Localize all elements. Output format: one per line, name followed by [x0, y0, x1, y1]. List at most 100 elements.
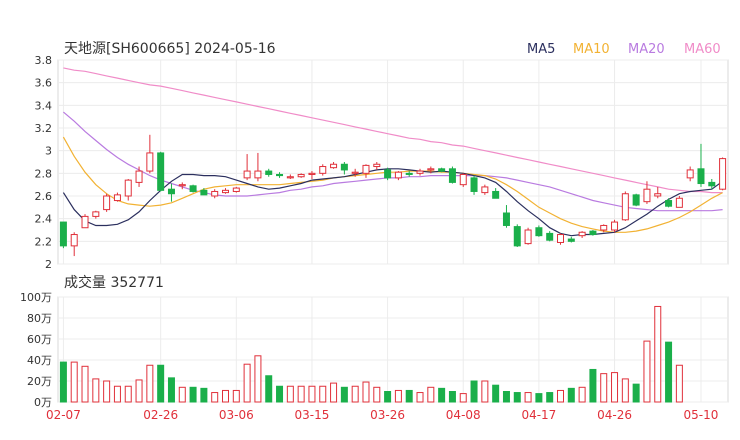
volume-bar: [427, 386, 435, 403]
candle: [157, 151, 165, 192]
candle: [470, 175, 478, 195]
candle-body: [232, 187, 240, 192]
candle: [557, 233, 564, 245]
volume-bar: [308, 385, 316, 403]
volume-tick-label: 80万: [27, 312, 52, 325]
candle-body: [578, 231, 586, 237]
candle: [492, 188, 500, 199]
volume-bar: [448, 391, 456, 403]
candle: [502, 205, 510, 228]
candle-body: [546, 232, 554, 241]
candle: [319, 164, 327, 176]
volume-bar: [103, 380, 111, 403]
candle-body: [502, 212, 510, 226]
candle-body: [254, 170, 262, 179]
candle-body: [405, 172, 413, 175]
candle-body: [189, 185, 197, 192]
candle-body: [351, 171, 359, 174]
candle: [675, 196, 683, 208]
legend-ma10: MA10: [573, 42, 610, 57]
candle-body: [157, 152, 165, 191]
candle: [686, 166, 694, 182]
candle-body: [654, 193, 662, 197]
candle: [167, 183, 175, 202]
date-tick-label: 05-10: [684, 408, 719, 422]
candle: [330, 162, 338, 169]
price-grid: [57, 59, 729, 265]
candle-body: [611, 221, 619, 231]
candle: [621, 191, 629, 221]
volume-tick-label: 0万: [34, 396, 52, 409]
candle-body: [330, 163, 338, 169]
volume-bar: [481, 380, 489, 403]
candle: [524, 227, 532, 245]
candle-body: [470, 177, 478, 192]
volume-bar: [502, 391, 510, 403]
candle-body: [427, 168, 435, 171]
candle-body: [81, 215, 89, 229]
candle: [81, 214, 89, 229]
candle: [286, 174, 294, 179]
candle: [178, 182, 186, 190]
price-tick-label: 2.6: [35, 190, 53, 203]
candle: [113, 192, 121, 202]
candle-body: [697, 168, 705, 185]
volume-axis: 100万 80万 60万 40万 20万 0万: [20, 291, 52, 409]
volume-bar: [146, 364, 154, 403]
candle: [211, 189, 219, 199]
candle-body: [675, 197, 683, 208]
candle-body: [448, 168, 456, 183]
volume-bar: [557, 389, 564, 403]
date-tick-label: 04-26: [597, 408, 632, 422]
candle-body: [524, 229, 532, 245]
volume-bar: [654, 305, 662, 403]
price-tick-label: 3.8: [35, 54, 53, 67]
volume-bar: [211, 392, 219, 403]
candle: [308, 171, 316, 179]
candle: [600, 224, 608, 233]
price-tick-label: 3.2: [35, 122, 53, 135]
candle-body: [286, 176, 294, 179]
candle: [351, 168, 359, 177]
volume-bar: [665, 341, 673, 403]
date-tick-label: 03-15: [295, 408, 330, 422]
candle-body: [200, 189, 208, 196]
volume-bar: [135, 379, 143, 403]
volume-bar: [470, 380, 478, 403]
candle-body: [124, 179, 132, 197]
candle-body: [557, 234, 564, 243]
volume-bar: [254, 355, 262, 403]
candle: [265, 168, 273, 177]
ma60-line: [63, 67, 723, 194]
candle: [643, 181, 651, 204]
volume-bar: [535, 393, 543, 403]
volume-bar: [330, 382, 338, 403]
volume-bar: [189, 386, 197, 403]
date-axis: 02-07 02-26 03-06 03-15 03-26 04-08 04-17 04-26…: [46, 408, 718, 422]
volume-bar: [243, 363, 251, 403]
price-tick-label: 3.6: [35, 77, 53, 90]
candle-body: [70, 234, 78, 247]
volume-bar: [373, 386, 381, 403]
candle: [632, 193, 640, 207]
date-tick-label: 02-26: [143, 408, 178, 422]
candle-body: [178, 184, 186, 187]
price-tick-label: 2.2: [35, 235, 53, 248]
candle: [276, 172, 284, 178]
date-tick-label: 04-08: [446, 408, 481, 422]
candle-body: [276, 173, 284, 177]
candle: [59, 221, 67, 249]
candle: [697, 143, 705, 187]
candle: [611, 219, 619, 233]
candle-body: [340, 163, 348, 171]
candle: [297, 173, 305, 178]
date-tick-label: 02-07: [46, 408, 81, 422]
volume-bar: [70, 361, 78, 403]
candle: [92, 210, 100, 219]
price-axis: 3.8 3.6 3.4 3.2 3 2.8 2.6 2.4 2.2 2: [35, 54, 53, 271]
volume-bar: [632, 383, 640, 403]
volume-bar: [178, 386, 186, 403]
candle-body: [481, 186, 489, 194]
candle-body: [92, 211, 100, 217]
